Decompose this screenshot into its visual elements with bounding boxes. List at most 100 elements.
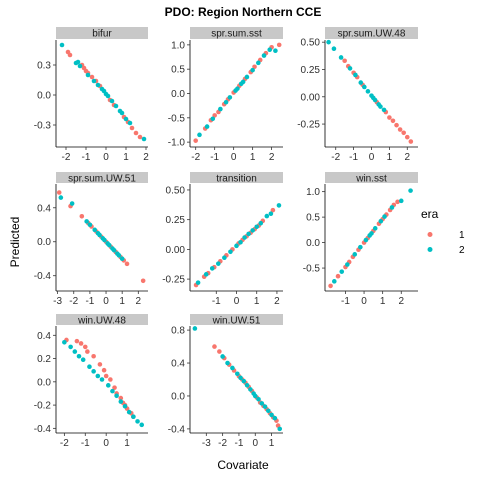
facet-panel: spr.sum.UW.48 -2 -1 0 1 2 0.50 0.25 0.00 -0.25 (297, 27, 418, 163)
data-point-era-2 (326, 39, 331, 45)
data-point-era-2 (91, 369, 96, 374)
data-point-era-2 (218, 106, 223, 112)
x-tick-label: 1 (254, 296, 260, 307)
y-tick-label: 0.4 (171, 359, 185, 370)
data-point-era-2 (141, 136, 147, 142)
data-point-era-2 (85, 72, 91, 78)
legend-entries: 12 (427, 230, 465, 256)
data-point-era-1 (408, 139, 414, 144)
data-point-era-2 (235, 371, 240, 377)
data-point-era-2 (105, 93, 111, 99)
data-point-era-2 (250, 228, 255, 233)
y-tick-label: -0.4 (34, 271, 52, 282)
data-point-era-2 (76, 353, 82, 359)
data-point-era-2 (276, 203, 282, 208)
data-point-era-2 (102, 237, 107, 243)
data-point-era-2 (210, 116, 216, 122)
data-point-era-2 (106, 242, 112, 248)
facet-strip (190, 172, 283, 183)
data-point-era-2 (389, 205, 395, 210)
data-point-era-1 (78, 341, 84, 346)
x-tick-label: 1 (250, 152, 256, 163)
data-point-era-2 (372, 97, 378, 103)
y-tick-label: -0.4 (168, 424, 186, 435)
y-tick-label: 0.8 (171, 326, 185, 337)
data-point-era-1 (328, 283, 333, 289)
x-tick-label: -1 (81, 438, 90, 449)
data-point-era-1 (118, 395, 124, 401)
y-tick-label: 0.4 (37, 331, 51, 342)
x-tick-label: -1 (349, 152, 358, 163)
data-point-era-1 (212, 113, 217, 118)
data-point-era-2 (264, 213, 270, 219)
data-point-era-2 (69, 201, 75, 206)
y-tick-label: -0.4 (34, 424, 52, 435)
data-point-era-2 (358, 244, 363, 250)
y-tick-label: 1.0 (306, 187, 320, 198)
x-tick-label: -3 (53, 296, 62, 307)
data-point-era-2 (256, 60, 261, 66)
data-point-era-2 (197, 132, 202, 138)
data-point-era-2 (240, 79, 246, 85)
facet-strip-label: spr.sum.sst (211, 29, 262, 40)
data-point-era-2 (114, 393, 119, 399)
data-point-era-2 (95, 82, 101, 88)
data-point-era-2 (242, 235, 247, 240)
x-tick-label: 1 (380, 296, 386, 307)
data-point-era-2 (398, 198, 404, 204)
data-point-era-2 (250, 67, 255, 73)
data-point-era-2 (135, 419, 140, 424)
legend-label: 1 (459, 230, 465, 241)
data-point-era-1 (82, 344, 88, 350)
data-point-era-1 (137, 134, 143, 140)
facet-strip (56, 27, 148, 39)
data-point-era-2 (372, 226, 378, 231)
x-tick-label: 2 (404, 152, 410, 163)
facet-panel: bifur -2 -1 0 1 2 0.3 0.0 -0.3 (34, 27, 149, 163)
legend-key-era-2 (427, 247, 433, 252)
y-tick-label: 0.0 (171, 391, 185, 402)
data-point-era-1 (387, 115, 392, 120)
data-point-era-2 (378, 104, 383, 109)
x-tick-label: 2 (269, 152, 275, 163)
legend: era 12 (421, 207, 465, 256)
y-tick-label: -0.5 (168, 113, 186, 124)
data-point-era-2 (273, 48, 278, 53)
x-tick-label: 0 (252, 438, 258, 449)
facet-panel: win.UW.48 -2 -1 0 1 0.4 0.2 0.0 -0.2 -0.4 (34, 314, 148, 449)
data-point-era-2 (119, 256, 125, 262)
data-point-era-2 (259, 401, 265, 406)
x-tick-label: 0 (234, 296, 240, 307)
facet-strip-label: transition (216, 174, 257, 185)
data-point-era-2 (127, 120, 133, 126)
y-tick-label: 0.50 (166, 185, 186, 196)
y-tick-label: -0.3 (34, 121, 52, 132)
y-axis-title: Predicted (8, 217, 22, 268)
data-point-era-1 (103, 373, 109, 379)
y-tick-label: 0.50 (301, 38, 321, 49)
data-point-era-2 (228, 249, 233, 255)
data-point-era-2 (235, 86, 240, 91)
data-point-era-2 (225, 360, 230, 366)
data-point-era-2 (244, 74, 250, 80)
data-point-era-2 (267, 47, 273, 53)
data-point-era-1 (270, 207, 276, 213)
facet-strip (325, 172, 418, 183)
data-point-era-2 (68, 344, 73, 350)
data-point-era-2 (277, 426, 283, 432)
x-tick-label: -1 (210, 152, 219, 163)
data-point-era-2 (258, 220, 264, 226)
data-point-era-2 (347, 66, 353, 71)
x-tick-label: 0 (103, 152, 109, 163)
x-tick-label: -2 (331, 152, 340, 163)
x-tick-label: -2 (191, 152, 200, 163)
data-point-era-2 (204, 124, 210, 129)
data-point-era-1 (85, 349, 90, 354)
x-axis-title: Covariate (217, 458, 269, 472)
data-point-era-1 (97, 362, 103, 367)
x-tick-label: -2 (60, 438, 69, 449)
data-point-era-1 (217, 349, 222, 354)
data-point-era-2 (331, 46, 337, 52)
data-point-era-2 (58, 195, 64, 200)
